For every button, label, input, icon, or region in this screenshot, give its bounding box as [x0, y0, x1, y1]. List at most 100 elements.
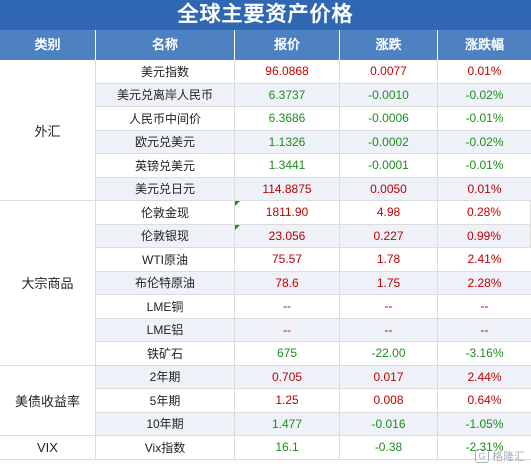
- asset-change: -0.0010: [340, 83, 438, 106]
- asset-name: 美元兑离岸人民币: [96, 83, 235, 106]
- page-title: 全球主要资产价格: [0, 0, 531, 30]
- header-name: 名称: [96, 30, 235, 60]
- table-row: 美元兑日元 114.8875 0.0050 0.01%: [96, 177, 531, 201]
- table-row: 人民币中间价 6.3686 -0.0006 -0.01%: [96, 107, 531, 131]
- asset-change-pct: -0.01%: [465, 158, 504, 173]
- asset-change: 1.78: [340, 248, 438, 271]
- asset-change: -0.0006: [340, 107, 438, 130]
- asset-change: 0.008: [340, 389, 438, 412]
- asset-change: 0.017: [340, 365, 438, 388]
- asset-change-pct: 2.44%: [467, 369, 502, 384]
- asset-name: 美元兑日元: [96, 177, 235, 200]
- watermark-logo-icon: G: [475, 449, 489, 463]
- header-change: 涨跌: [340, 30, 438, 60]
- header-price: 报价: [235, 30, 340, 60]
- asset-name: 美元指数: [96, 60, 235, 83]
- comment-marker-icon: [235, 224, 240, 230]
- table-row: 美元指数 96.0868 0.0077 0.01%: [96, 60, 531, 84]
- asset-change: 0.0050: [340, 177, 438, 200]
- asset-change: -0.38: [340, 436, 438, 459]
- asset-change-pct: 0.99%: [438, 224, 531, 247]
- asset-change-pct: 0.01%: [467, 64, 502, 79]
- asset-price: 1.1326: [235, 130, 340, 153]
- category-cell: VIX: [0, 436, 96, 460]
- asset-price: 114.8875: [235, 177, 340, 200]
- table-row: 铁矿石 675 -22.00 -3.16%: [96, 342, 531, 366]
- asset-change-pct: 0.64%: [467, 393, 502, 408]
- asset-name: LME铜: [96, 295, 235, 318]
- table-row: 2年期 0.705 0.017 2.44%: [96, 365, 531, 389]
- header-change-pct: 涨跌幅: [464, 37, 504, 52]
- asset-price: --: [235, 295, 340, 318]
- asset-change-pct: -3.16%: [465, 346, 504, 361]
- table-row: LME铝 -- -- --: [96, 318, 531, 342]
- table-header: 类别 名称 报价 涨跌 涨跌幅: [0, 30, 531, 60]
- table-row: 英镑兑美元 1.3441 -0.0001 -0.01%: [96, 154, 531, 178]
- asset-name: 2年期: [96, 365, 235, 388]
- asset-change: -22.00: [340, 342, 438, 365]
- asset-price: 1.477: [235, 412, 340, 435]
- asset-name: 铁矿石: [96, 342, 235, 365]
- asset-change: --: [340, 295, 438, 318]
- asset-name: LME铝: [96, 318, 235, 341]
- watermark: G 格隆汇: [475, 448, 525, 464]
- asset-price: 96.0868: [235, 60, 340, 83]
- asset-name: 英镑兑美元: [96, 154, 235, 177]
- asset-name: WTI原油: [96, 248, 235, 271]
- asset-name: 布伦特原油: [96, 271, 235, 294]
- asset-change-pct: -2.31%: [465, 440, 504, 455]
- asset-change: 1.75: [340, 271, 438, 294]
- table-row: 欧元兑美元 1.1326 -0.0002 -0.02%: [96, 130, 531, 154]
- asset-price: 75.57: [235, 248, 340, 271]
- asset-name: 人民币中间价: [96, 107, 235, 130]
- asset-change-pct: 2.41%: [467, 252, 502, 267]
- asset-price: 0.705: [235, 365, 340, 388]
- asset-price: 675: [235, 342, 340, 365]
- category-cell: 美债收益率: [0, 365, 96, 436]
- asset-price: 1811.90: [235, 201, 340, 224]
- asset-price: 16.1: [235, 436, 340, 459]
- category-cell: 外汇: [0, 60, 96, 201]
- asset-price: 78.6: [235, 271, 340, 294]
- header-category: 类别: [0, 30, 96, 60]
- asset-change: -0.0001: [340, 154, 438, 177]
- table-row: 布伦特原油 78.6 1.75 2.28%: [96, 271, 531, 295]
- asset-price: 6.3686: [235, 107, 340, 130]
- asset-change: 4.98: [340, 201, 438, 224]
- asset-change-pct: --: [480, 299, 489, 314]
- asset-change-pct: -0.02%: [465, 134, 504, 149]
- asset-change: 0.0077: [340, 60, 438, 83]
- table-row: Vix指数 16.1 -0.38 -2.31%: [96, 436, 531, 460]
- asset-change: -0.016: [340, 412, 438, 435]
- asset-price: 23.056: [235, 224, 340, 247]
- asset-price: 6.3737: [235, 83, 340, 106]
- asset-name: 欧元兑美元: [96, 130, 235, 153]
- table-row: 5年期 1.25 0.008 0.64%: [96, 389, 531, 413]
- watermark-text: 格隆汇: [492, 451, 525, 463]
- asset-change-pct: 0.28%: [438, 201, 531, 224]
- table-row: 伦敦金现 1811.90 4.98 0.28%: [96, 201, 531, 225]
- asset-change-pct: 0.01%: [467, 181, 502, 196]
- asset-name: 5年期: [96, 389, 235, 412]
- asset-change-pct: -0.02%: [465, 87, 504, 102]
- category-cell: 大宗商品: [0, 201, 96, 366]
- table-row: WTI原油 75.57 1.78 2.41%: [96, 248, 531, 272]
- asset-change-pct: -0.01%: [465, 111, 504, 126]
- asset-name: Vix指数: [96, 436, 235, 459]
- asset-change-pct: 2.28%: [467, 275, 502, 290]
- asset-change: --: [340, 318, 438, 341]
- asset-name: 10年期: [96, 412, 235, 435]
- table-row: 10年期 1.477 -0.016 -1.05%: [96, 412, 531, 436]
- asset-price: 1.3441: [235, 154, 340, 177]
- table-row: LME铜 -- -- --: [96, 295, 531, 319]
- table-row: 伦敦银现 23.056 0.227 0.99%: [96, 224, 531, 248]
- table-row: 美元兑离岸人民币 6.3737 -0.0010 -0.02%: [96, 83, 531, 107]
- asset-name: 伦敦金现: [96, 201, 235, 224]
- asset-change-pct: -1.05%: [465, 416, 504, 431]
- comment-marker-icon: [235, 201, 240, 206]
- price-table-body: 外汇 美元指数 96.0868 0.0077 0.01% 美元兑离岸人民币 6.3737 -0…: [0, 60, 531, 468]
- asset-price: 1.25: [235, 389, 340, 412]
- asset-price: --: [235, 318, 340, 341]
- asset-change: 0.227: [340, 224, 438, 247]
- asset-change: -0.0002: [340, 130, 438, 153]
